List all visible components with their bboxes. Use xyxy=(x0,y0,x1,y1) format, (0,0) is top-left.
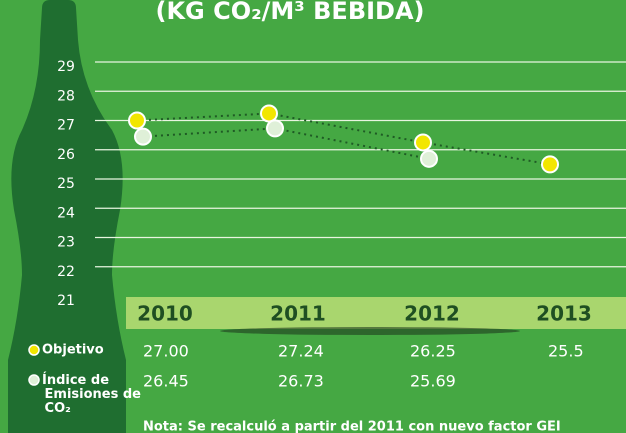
y-tick-label: 25 xyxy=(57,176,75,192)
value-label: 25.5 xyxy=(548,342,584,361)
point xyxy=(542,156,558,172)
x-tick-label: 2012 xyxy=(404,302,460,326)
point xyxy=(415,134,431,150)
value-label: 27.00 xyxy=(143,342,189,361)
point xyxy=(261,105,277,121)
legend-label: Objetivo xyxy=(42,343,104,358)
point xyxy=(129,113,145,129)
point xyxy=(135,129,151,145)
note: Nota: Se recalculó a partir del 2011 con… xyxy=(143,420,561,433)
chart: (KG CO₂/M³ BEBIDA) Nota: Se recalculó a … xyxy=(0,0,626,433)
y-tick-label: 28 xyxy=(57,88,75,104)
y-tick-label: 21 xyxy=(57,293,75,309)
y-tick-label: 23 xyxy=(57,235,75,251)
legend-marker xyxy=(29,375,39,385)
x-tick-label: 2013 xyxy=(536,302,592,326)
value-label: 27.24 xyxy=(278,342,324,361)
legend-marker xyxy=(29,345,39,355)
value-label: 25.69 xyxy=(410,372,456,391)
x-tick-label: 2011 xyxy=(270,302,326,326)
value-label: 26.25 xyxy=(410,342,456,361)
value-label: 26.45 xyxy=(143,372,189,391)
y-tick-label: 22 xyxy=(57,264,75,280)
shadow xyxy=(220,327,520,335)
chart-title: (KG CO₂/M³ BEBIDA) xyxy=(155,0,424,25)
point xyxy=(267,120,283,136)
x-tick-label: 2010 xyxy=(137,302,193,326)
y-tick-label: 29 xyxy=(57,59,75,75)
point xyxy=(421,151,437,167)
value-label: 26.73 xyxy=(278,372,324,391)
y-tick-label: 26 xyxy=(57,147,75,163)
y-tick-label: 24 xyxy=(57,205,75,221)
y-tick-label: 27 xyxy=(57,118,75,134)
